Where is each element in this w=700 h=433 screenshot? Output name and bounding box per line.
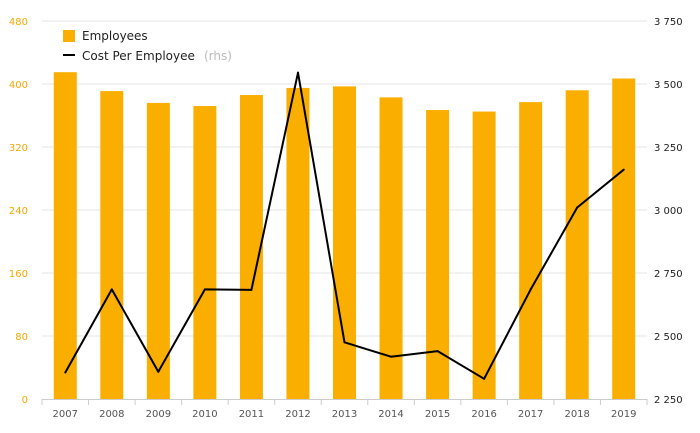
bar [100, 91, 124, 400]
y-left-tick-label: 400 [9, 80, 28, 91]
line-layer [64, 71, 625, 380]
bar [612, 78, 636, 400]
x-tick-label: 2019 [611, 409, 636, 420]
x-tick-label: 2017 [518, 409, 543, 420]
line-point [622, 168, 625, 171]
line-point [529, 288, 532, 291]
x-tick-label: 2013 [332, 409, 357, 420]
x-tick-label: 2009 [146, 409, 171, 420]
y-right-tick-label: 3 000 [654, 206, 683, 217]
bar [286, 87, 310, 399]
y-right-tick-label: 2 750 [654, 269, 683, 280]
bar [519, 102, 543, 400]
bar [146, 102, 170, 400]
legend: Employees Cost Per Employee (rhs) [63, 29, 232, 64]
x-tick-label: 2012 [285, 409, 310, 420]
bar [333, 86, 356, 400]
x-tick-label: 2016 [471, 409, 496, 420]
line-point [203, 288, 206, 291]
axis-layer: 0 80 160 240 320 400 480 2 250 2 500 2 750 3 000 3 … [9, 17, 683, 420]
y-right-tick-label: 2 250 [654, 395, 683, 406]
y-right-tick-label: 3 750 [654, 17, 683, 28]
line-point [436, 350, 439, 353]
line-point [64, 371, 67, 374]
bar-layer [53, 72, 636, 400]
legend-item-cost: Cost Per Employee (rhs) [82, 45, 232, 64]
line-point [157, 370, 160, 373]
x-tick-label: 2015 [425, 409, 450, 420]
legend-swatch-employees [63, 30, 75, 42]
x-tick-label: 2007 [53, 409, 78, 420]
bar [193, 106, 217, 400]
line-point [296, 71, 299, 74]
line-point [390, 355, 393, 358]
bar [426, 109, 450, 400]
bar [565, 90, 589, 400]
y-left-tick-label: 480 [9, 17, 28, 28]
x-tick-label: 2010 [192, 409, 217, 420]
bar [239, 95, 263, 400]
x-tick-label: 2018 [564, 409, 589, 420]
x-tick-label: 2014 [378, 409, 403, 420]
line-point [343, 341, 346, 344]
bar [379, 97, 403, 399]
y-left-tick-label: 320 [9, 143, 28, 154]
legend-label-employees: Employees [82, 29, 148, 43]
y-right-tick-label: 2 500 [654, 332, 683, 343]
line-point [250, 288, 253, 291]
legend-label-cost: Cost Per Employee [82, 49, 195, 63]
bar [472, 111, 496, 399]
legend-note-rhs: (rhs) [204, 49, 232, 63]
y-left-tick-label: 240 [9, 206, 28, 217]
x-tick-label: 2008 [99, 409, 124, 420]
y-right-tick-label: 3 250 [654, 143, 683, 154]
y-left-tick-label: 0 [22, 395, 28, 406]
y-left-tick-label: 160 [9, 269, 28, 280]
line-point [110, 288, 113, 291]
x-tick-label: 2011 [239, 409, 264, 420]
line-point [576, 206, 579, 209]
bar [53, 72, 77, 399]
y-left-tick-label: 80 [15, 332, 28, 343]
line-point [483, 377, 486, 380]
y-right-tick-label: 3 500 [654, 80, 683, 91]
